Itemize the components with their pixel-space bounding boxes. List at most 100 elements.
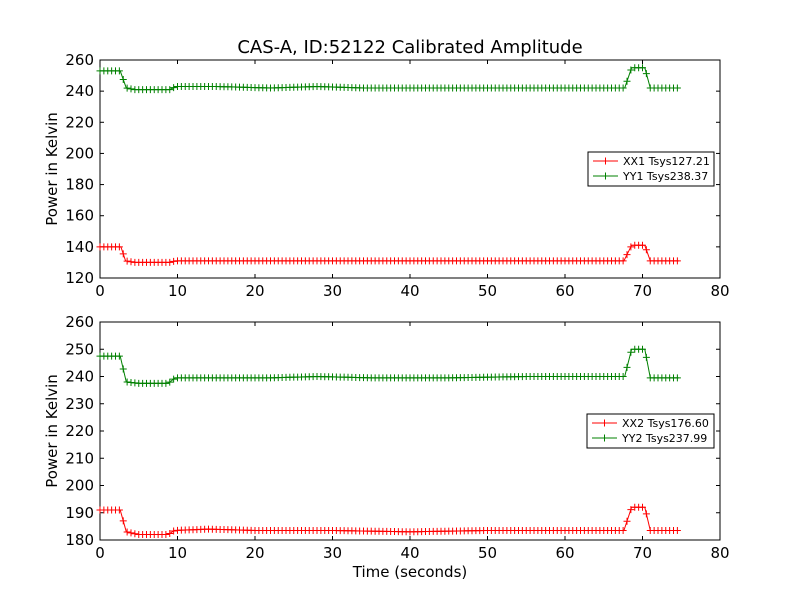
data-point-marker: [119, 75, 127, 83]
data-point-marker: [623, 517, 631, 525]
y-tick-label: 260: [65, 51, 94, 69]
data-point-marker: [642, 510, 650, 518]
data-point-marker: [115, 243, 123, 251]
data-point-marker: [627, 243, 635, 251]
y-tick-label: 240: [65, 368, 94, 386]
data-point-marker: [119, 365, 127, 373]
y-tick-label: 220: [65, 422, 94, 440]
legend-swatch-marker: [602, 157, 609, 165]
x-tick-label: 80: [710, 544, 729, 562]
chart-title: CAS-A, ID:52122 Calibrated Amplitude: [237, 37, 582, 58]
data-point-marker: [127, 85, 135, 93]
data-point-marker: [623, 77, 631, 85]
data-point-marker: [170, 527, 178, 535]
x-tick-label: 60: [555, 282, 574, 300]
x-tick-label: 40: [400, 282, 419, 300]
bottom-subplot: 0 10 20 30 40 50 60 70 80 180 190 200 210 220 230 240 25…: [65, 313, 729, 562]
data-point-marker: [119, 250, 127, 258]
y-tick-label: 160: [65, 207, 94, 225]
data-point-marker: [639, 503, 646, 511]
data-point-marker: [673, 526, 681, 534]
data-point-marker: [619, 526, 627, 534]
y-tick-label: 140: [65, 238, 94, 256]
x-tick-label: 30: [323, 544, 342, 562]
data-point-marker: [123, 84, 131, 92]
y-tick-label: 200: [65, 144, 94, 162]
y-tick-label: 200: [65, 477, 94, 495]
data-point-marker: [639, 241, 646, 249]
series-markers: [96, 241, 681, 266]
data-point-marker: [673, 84, 681, 92]
legend-box: [586, 413, 715, 449]
legend-swatch-marker: [602, 172, 609, 180]
x-tick-label: 20: [245, 544, 264, 562]
data-point-marker: [166, 86, 174, 94]
legend-entry: XX1 Tsys127.21: [623, 155, 710, 168]
series-markers: [96, 64, 681, 94]
x-tick-label: 80: [710, 282, 729, 300]
data-point-marker: [170, 84, 178, 92]
y-tick-label: 250: [65, 340, 94, 358]
legend-entry: YY1 Tsys238.37: [622, 170, 708, 183]
x-axis-label: Time (seconds): [352, 563, 468, 581]
data-point-marker: [166, 378, 174, 386]
data-point-marker: [123, 257, 131, 265]
x-tick-label: 0: [95, 544, 105, 562]
data-point-marker: [623, 251, 631, 259]
x-tick-label: 10: [168, 282, 187, 300]
data-point-marker: [627, 506, 635, 514]
data-point-marker: [619, 257, 627, 265]
x-tick-label: 10: [168, 544, 187, 562]
data-point-marker: [642, 70, 650, 78]
x-tick-label: 0: [95, 282, 105, 300]
x-tick-label: 50: [478, 282, 497, 300]
data-point-marker: [123, 528, 131, 536]
data-point-marker: [627, 66, 635, 74]
legend-box: [587, 151, 715, 187]
data-point-marker: [642, 353, 650, 361]
legend-swatch-marker: [601, 419, 608, 427]
y-tick-label: 240: [65, 82, 94, 100]
data-point-marker: [115, 352, 123, 360]
y-tick-label: 260: [65, 313, 94, 331]
y-tick-label: 210: [65, 449, 94, 467]
top-subplot: 0 10 20 30 40 50 60 70 80 120 140 160 180 200 220 240 26…: [65, 51, 729, 300]
legend-entry: XX2 Tsys176.60: [622, 417, 709, 430]
data-point-marker: [627, 348, 635, 356]
y-axis-label-bottom: Power in Kelvin: [43, 374, 61, 488]
x-tick-label: 50: [478, 544, 497, 562]
series-markers: [96, 345, 681, 387]
data-point-marker: [639, 345, 646, 353]
data-point-marker: [619, 84, 627, 92]
x-tick-label: 70: [633, 282, 652, 300]
data-point-marker: [170, 375, 178, 383]
legend-entry: YY2 Tsys237.99: [621, 432, 707, 445]
data-point-marker: [162, 531, 170, 539]
data-point-marker: [639, 64, 646, 72]
data-point-marker: [162, 379, 170, 387]
y-tick-label: 180: [65, 531, 94, 549]
y-tick-label: 120: [65, 269, 94, 287]
data-point-marker: [673, 374, 681, 382]
data-point-marker: [673, 257, 681, 265]
data-point-marker: [115, 67, 123, 75]
x-tick-label: 70: [633, 544, 652, 562]
series-markers: [96, 503, 681, 539]
x-tick-label: 20: [245, 282, 264, 300]
y-tick-label: 180: [65, 176, 94, 194]
y-axis-label-top: Power in Kelvin: [43, 112, 61, 226]
data-point-marker: [131, 530, 139, 538]
x-tick-label: 30: [323, 282, 342, 300]
data-point-marker: [166, 258, 174, 266]
x-tick-label: 40: [400, 544, 419, 562]
y-tick-label: 190: [65, 504, 94, 522]
y-tick-label: 220: [65, 113, 94, 131]
data-point-marker: [166, 530, 174, 538]
data-point-marker: [115, 506, 123, 514]
data-point-marker: [642, 246, 650, 254]
data-point-marker: [127, 258, 135, 266]
legend-swatch-marker: [601, 434, 608, 442]
data-point-marker: [623, 363, 631, 371]
data-point-marker: [119, 517, 127, 525]
